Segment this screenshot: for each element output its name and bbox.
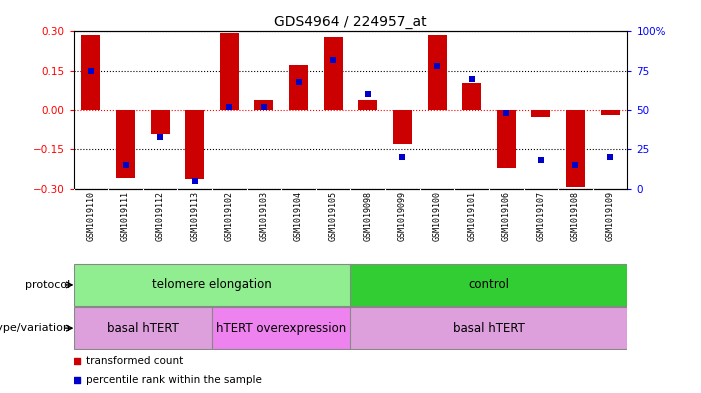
- Text: GSM1019109: GSM1019109: [606, 191, 615, 241]
- Text: GSM1019107: GSM1019107: [536, 191, 545, 241]
- Text: GSM1019112: GSM1019112: [156, 191, 165, 241]
- Bar: [350, 264, 627, 306]
- Text: percentile rank within the sample: percentile rank within the sample: [86, 375, 261, 386]
- Text: transformed count: transformed count: [86, 356, 183, 366]
- Title: GDS4964 / 224957_at: GDS4964 / 224957_at: [274, 15, 427, 29]
- Text: control: control: [468, 278, 510, 292]
- Point: [154, 134, 165, 140]
- Bar: [462, 83, 481, 110]
- Point: [293, 79, 304, 85]
- Bar: [428, 35, 447, 110]
- Text: telomere elongation: telomere elongation: [152, 278, 272, 292]
- Point: [224, 104, 235, 110]
- Text: GSM1019102: GSM1019102: [225, 191, 234, 241]
- Bar: [81, 35, 100, 110]
- Point: [536, 157, 547, 163]
- Bar: [254, 99, 273, 110]
- Bar: [497, 110, 516, 168]
- Text: hTERT overexpression: hTERT overexpression: [216, 321, 346, 335]
- Bar: [289, 66, 308, 110]
- Point: [327, 57, 339, 63]
- Point: [431, 63, 442, 69]
- Bar: [74, 264, 351, 306]
- Text: GSM1019100: GSM1019100: [433, 191, 442, 241]
- Text: protocol: protocol: [25, 280, 70, 290]
- Point: [466, 75, 477, 82]
- Text: GSM1019108: GSM1019108: [571, 191, 580, 241]
- Point: [570, 162, 581, 168]
- Bar: [220, 33, 239, 110]
- Text: GSM1019113: GSM1019113: [190, 191, 199, 241]
- Text: basal hTERT: basal hTERT: [107, 321, 179, 335]
- Bar: [601, 110, 620, 115]
- Point: [86, 68, 97, 74]
- Point: [362, 91, 374, 97]
- Bar: [74, 307, 212, 349]
- Text: GSM1019098: GSM1019098: [363, 191, 372, 241]
- Text: GSM1019105: GSM1019105: [329, 191, 338, 241]
- Bar: [358, 99, 377, 110]
- Point: [604, 154, 615, 160]
- Bar: [393, 110, 412, 144]
- Point: [397, 154, 408, 160]
- Bar: [324, 37, 343, 110]
- Point: [71, 358, 82, 364]
- Bar: [531, 110, 550, 117]
- Bar: [151, 110, 170, 134]
- Text: GSM1019101: GSM1019101: [467, 191, 476, 241]
- Text: GSM1019111: GSM1019111: [121, 191, 130, 241]
- Point: [259, 104, 270, 110]
- Text: genotype/variation: genotype/variation: [0, 323, 70, 333]
- Bar: [350, 307, 627, 349]
- Point: [120, 162, 131, 168]
- Text: GSM1019103: GSM1019103: [259, 191, 268, 241]
- Text: basal hTERT: basal hTERT: [453, 321, 525, 335]
- Bar: [212, 307, 350, 349]
- Bar: [116, 110, 135, 178]
- Bar: [185, 110, 204, 180]
- Point: [189, 178, 200, 184]
- Text: GSM1019104: GSM1019104: [294, 191, 303, 241]
- Bar: [566, 110, 585, 187]
- Text: GSM1019106: GSM1019106: [502, 191, 511, 241]
- Text: GSM1019099: GSM1019099: [398, 191, 407, 241]
- Point: [71, 377, 82, 384]
- Text: GSM1019110: GSM1019110: [86, 191, 95, 241]
- Point: [501, 110, 512, 116]
